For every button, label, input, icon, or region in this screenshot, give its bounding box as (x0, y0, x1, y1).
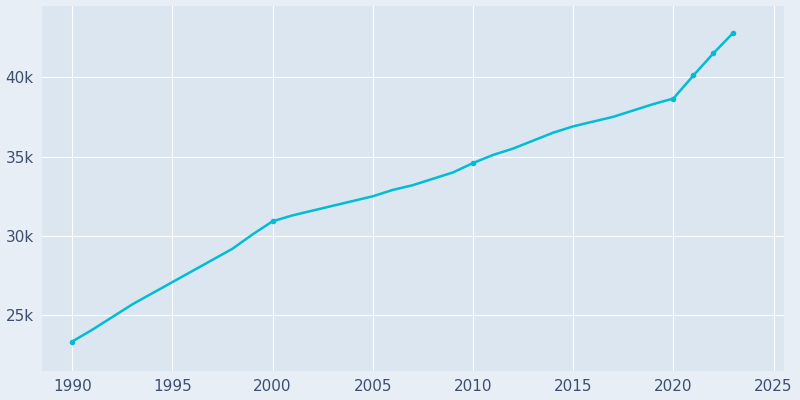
Point (66, 338, 78, 345)
Point (466, 160, 479, 166)
Point (266, 218, 279, 224)
Point (727, 29, 740, 36)
Point (707, 50, 720, 56)
Point (687, 72, 700, 79)
Point (667, 95, 680, 102)
